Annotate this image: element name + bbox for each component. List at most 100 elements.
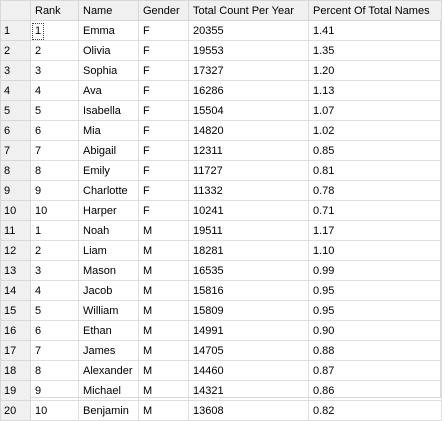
cell-gender[interactable]: F [138, 180, 189, 201]
cell-gender[interactable]: F [138, 40, 189, 61]
cell-percent[interactable]: 1.35 [308, 40, 442, 61]
cell-total-count[interactable]: 11332 [188, 180, 309, 201]
table-row[interactable]: 11 1 Noah M 19511 1.17 [0, 220, 442, 241]
cell-percent[interactable]: 1.41 [308, 20, 442, 41]
cell-gender[interactable]: F [138, 160, 189, 181]
cell-total-count[interactable]: 11727 [188, 160, 309, 181]
cell-gender[interactable]: M [138, 320, 189, 341]
row-header[interactable]: 20 [0, 400, 31, 421]
cell-gender[interactable]: F [138, 100, 189, 121]
cell-total-count[interactable]: 15504 [188, 100, 309, 121]
row-header[interactable]: 11 [0, 220, 31, 241]
cell-rank[interactable]: 10 [30, 200, 79, 221]
row-header[interactable]: 16 [0, 320, 31, 341]
cell-total-count[interactable]: 14321 [188, 380, 309, 401]
cell-total-count[interactable]: 14705 [188, 340, 309, 361]
cell-gender[interactable]: M [138, 260, 189, 281]
cell-name[interactable]: Emily [78, 160, 139, 181]
table-row[interactable]: 19 9 Michael M 14321 0.86 [0, 380, 442, 401]
cell-percent[interactable]: 0.88 [308, 340, 442, 361]
row-header[interactable]: 3 [0, 60, 31, 81]
cell-rank[interactable]: 2 [30, 240, 79, 261]
cell-percent[interactable]: 0.86 [308, 380, 442, 401]
cell-rank[interactable]: 8 [30, 360, 79, 381]
cell-name[interactable]: Harper [78, 200, 139, 221]
table-row[interactable]: 8 8 Emily F 11727 0.81 [0, 160, 442, 181]
cell-gender[interactable]: M [138, 360, 189, 381]
cell-percent[interactable]: 0.71 [308, 200, 442, 221]
cell-name[interactable]: Emma [78, 20, 139, 41]
cell-gender[interactable]: F [138, 80, 189, 101]
cell-percent[interactable]: 1.13 [308, 80, 442, 101]
cell-gender[interactable]: M [138, 300, 189, 321]
cell-percent[interactable]: 1.02 [308, 120, 442, 141]
cell-percent[interactable]: 1.17 [308, 220, 442, 241]
cell-percent[interactable]: 0.82 [308, 400, 442, 421]
cell-gender[interactable]: F [138, 120, 189, 141]
row-header[interactable]: 7 [0, 140, 31, 161]
cell-total-count[interactable]: 19553 [188, 40, 309, 61]
table-row[interactable]: 2 2 Olivia F 19553 1.35 [0, 40, 442, 61]
cell-rank[interactable]: 10 [30, 400, 79, 421]
cell-rank[interactable]: 4 [30, 280, 79, 301]
cell-name[interactable]: Liam [78, 240, 139, 261]
cell-total-count[interactable]: 10241 [188, 200, 309, 221]
cell-rank[interactable]: 3 [30, 260, 79, 281]
cell-rank[interactable]: 8 [30, 160, 79, 181]
column-header-gender[interactable]: Gender [138, 0, 189, 21]
cell-name[interactable]: Noah [78, 220, 139, 241]
cell-gender[interactable]: M [138, 240, 189, 261]
cell-percent[interactable]: 0.90 [308, 320, 442, 341]
cell-gender[interactable]: M [138, 380, 189, 401]
cell-total-count[interactable]: 14820 [188, 120, 309, 141]
cell-name[interactable]: James [78, 340, 139, 361]
cell-percent[interactable]: 0.81 [308, 160, 442, 181]
cell-gender[interactable]: M [138, 340, 189, 361]
cell-percent[interactable]: 0.95 [308, 280, 442, 301]
cell-percent[interactable]: 0.95 [308, 300, 442, 321]
cell-name[interactable]: Mia [78, 120, 139, 141]
column-header-name[interactable]: Name [78, 0, 139, 21]
row-header[interactable]: 14 [0, 280, 31, 301]
cell-rank[interactable]: 5 [30, 100, 79, 121]
cell-gender[interactable]: F [138, 20, 189, 41]
cell-percent[interactable]: 0.87 [308, 360, 442, 381]
row-header[interactable]: 17 [0, 340, 31, 361]
row-header[interactable]: 18 [0, 360, 31, 381]
table-row[interactable]: 4 4 Ava F 16286 1.13 [0, 80, 442, 101]
cell-name[interactable]: Ava [78, 80, 139, 101]
table-row[interactable]: 16 6 Ethan M 14991 0.90 [0, 320, 442, 341]
cell-gender[interactable]: F [138, 140, 189, 161]
column-header-total-count[interactable]: Total Count Per Year [188, 0, 309, 21]
row-header[interactable]: 5 [0, 100, 31, 121]
table-row[interactable]: 20 10 Benjamin M 13608 0.82 [0, 400, 442, 421]
row-header[interactable]: 10 [0, 200, 31, 221]
column-header-percent[interactable]: Percent Of Total Names [308, 0, 442, 21]
cell-rank[interactable]: 7 [30, 140, 79, 161]
cell-rank[interactable]: 9 [30, 180, 79, 201]
cell-gender[interactable]: M [138, 400, 189, 421]
corner-cell[interactable] [0, 0, 31, 21]
cell-total-count[interactable]: 16535 [188, 260, 309, 281]
row-header[interactable]: 6 [0, 120, 31, 141]
cell-total-count[interactable]: 19511 [188, 220, 309, 241]
cell-percent[interactable]: 0.78 [308, 180, 442, 201]
table-row[interactable]: 15 5 William M 15809 0.95 [0, 300, 442, 321]
cell-total-count[interactable]: 15809 [188, 300, 309, 321]
column-header-rank[interactable]: Rank [30, 0, 79, 21]
cell-percent[interactable]: 1.07 [308, 100, 442, 121]
cell-gender[interactable]: F [138, 200, 189, 221]
cell-gender[interactable]: M [138, 220, 189, 241]
cell-name[interactable]: Mason [78, 260, 139, 281]
cell-total-count[interactable]: 13608 [188, 400, 309, 421]
cell-name[interactable]: Benjamin [78, 400, 139, 421]
table-row[interactable]: 1 1 Emma F 20355 1.41 [0, 20, 442, 41]
cell-rank[interactable]: 3 [30, 60, 79, 81]
cell-total-count[interactable]: 16286 [188, 80, 309, 101]
cell-total-count[interactable]: 14991 [188, 320, 309, 341]
row-header[interactable]: 12 [0, 240, 31, 261]
cell-name[interactable]: William [78, 300, 139, 321]
cell-name[interactable]: Alexander [78, 360, 139, 381]
table-row[interactable]: 7 7 Abigail F 12311 0.85 [0, 140, 442, 161]
